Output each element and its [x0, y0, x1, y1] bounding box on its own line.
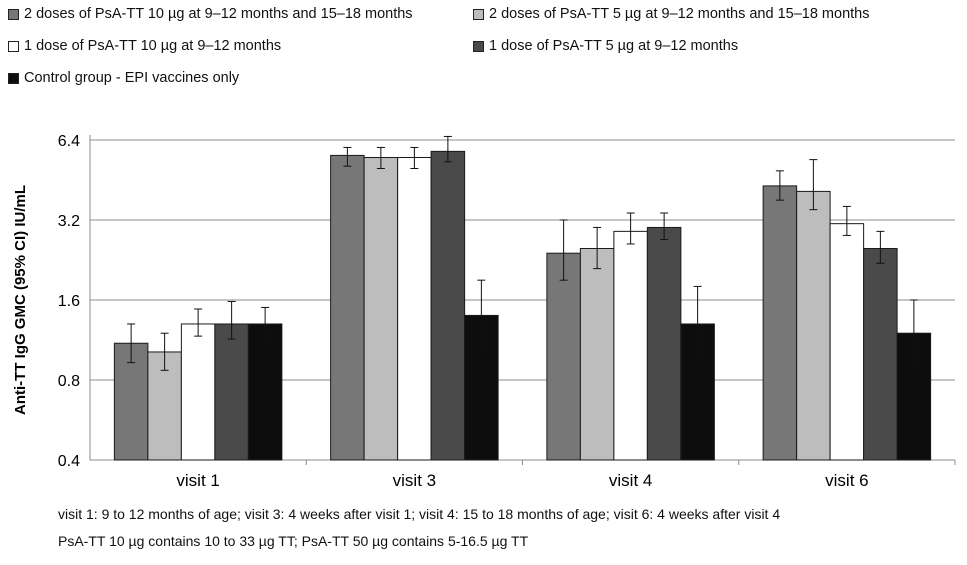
error-bars: [127, 135, 918, 371]
bar: [363, 156, 399, 461]
legend-label: 2 doses of PsA-TT 10 µg at 9–12 months a…: [24, 6, 413, 22]
legend-item: 1 dose of PsA-TT 10 µg at 9–12 months: [8, 38, 281, 54]
bar: [762, 185, 798, 461]
error-bar: [693, 285, 702, 358]
x-tick-label: visit 3: [393, 471, 436, 490]
error-bar: [227, 300, 236, 340]
bar: [180, 323, 216, 461]
error-bar: [376, 146, 385, 169]
error-bar: [842, 205, 851, 236]
bar: [247, 323, 283, 461]
error-bar: [443, 135, 452, 163]
y-axis-label: Anti-TT IgG GMC (95% CI) IU/mL: [12, 185, 29, 415]
error-bar: [809, 159, 818, 211]
x-tick-label: visit 6: [825, 471, 868, 490]
legend-swatch: [8, 40, 19, 52]
legend-item: Control group - EPI vaccines only: [8, 70, 239, 86]
bar: [430, 150, 466, 461]
x-tick-labels: visit 1 visit 3 visit 4 visit 6: [176, 471, 868, 490]
bars: [113, 150, 932, 461]
error-bar: [775, 170, 784, 201]
x-tick-label: visit 1: [176, 471, 219, 490]
error-bar: [626, 212, 635, 245]
bar: [214, 323, 249, 461]
bar: [330, 154, 365, 461]
error-bar: [160, 332, 169, 371]
legend-swatch: [8, 72, 19, 84]
error-bar: [194, 308, 203, 337]
error-bar: [876, 230, 885, 264]
x-tick-label: visit 4: [609, 471, 652, 490]
bar: [829, 223, 865, 461]
legend-label: 1 dose of PsA-TT 10 µg at 9–12 months: [24, 38, 282, 54]
error-bar: [559, 219, 568, 281]
error-bar: [477, 279, 486, 346]
error-bar: [410, 146, 419, 169]
legend-swatch: [8, 8, 19, 20]
legend: 2 doses of PsA-TT 10 µg at 9–12 months a…: [8, 6, 963, 102]
error-bar: [343, 146, 352, 167]
error-bar: [909, 299, 918, 364]
y-tick-label: 1.6: [58, 293, 80, 310]
bar: [397, 156, 432, 461]
legend-label: 2 doses of PsA-TT 5 µg at 9–12 months an…: [489, 6, 870, 22]
footnote-visits: visit 1: 9 to 12 months of age; visit 3:…: [58, 506, 781, 522]
footnote-dosage: PsA-TT 10 µg contains 10 to 33 µg TT; Ps…: [58, 533, 529, 549]
legend-item: 2 doses of PsA-TT 10 µg at 9–12 months a…: [8, 6, 413, 22]
bar: [546, 252, 581, 461]
bar: [613, 230, 648, 461]
legend-item: 2 doses of PsA-TT 5 µg at 9–12 months an…: [473, 6, 869, 22]
y-tick-label: 3.2: [58, 213, 80, 230]
bar: [646, 226, 682, 461]
legend-item: 1 dose of PsA-TT 5 µg at 9–12 months: [473, 38, 738, 54]
error-bar: [127, 323, 136, 364]
error-bar: [261, 306, 270, 340]
bar: [579, 247, 615, 461]
y-tick-label: 0.8: [58, 373, 80, 390]
y-tick-labels: 0.4 0.8 1.6 3.2 6.4: [58, 133, 80, 470]
error-bar: [593, 226, 602, 270]
bar: [863, 247, 898, 461]
legend-swatch: [473, 8, 484, 20]
legend-label: 1 dose of PsA-TT 5 µg at 9–12 months: [489, 38, 739, 54]
bar: [796, 190, 831, 461]
y-tick-label: 6.4: [58, 133, 80, 150]
error-bar: [660, 212, 669, 241]
legend-label: Control group - EPI vaccines only: [24, 70, 240, 86]
legend-swatch: [473, 40, 484, 52]
y-tick-label: 0.4: [58, 453, 80, 470]
